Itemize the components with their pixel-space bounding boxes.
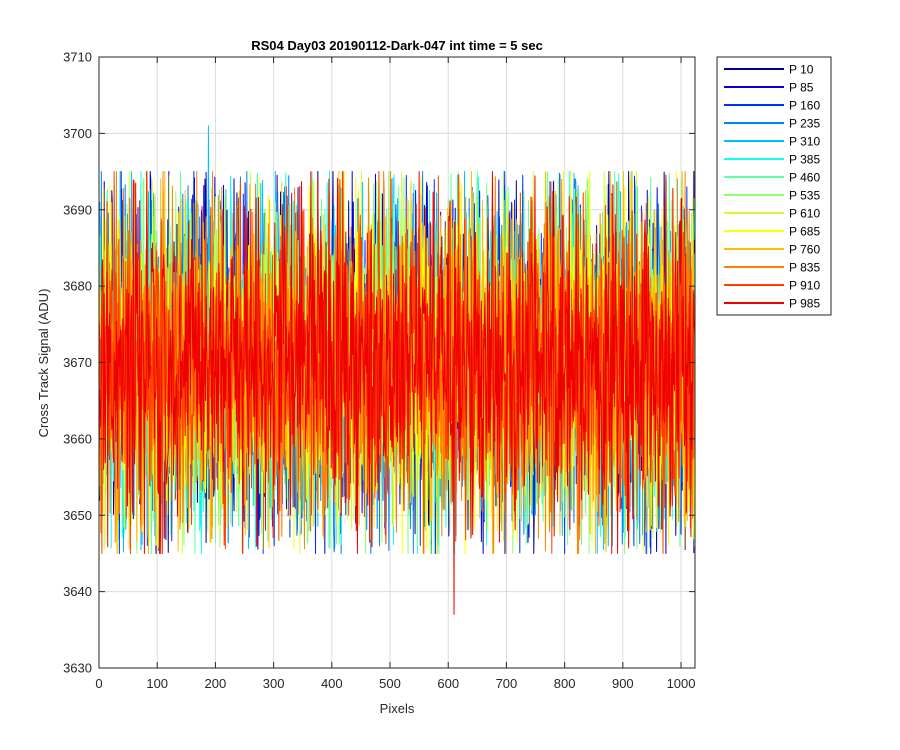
- y-tick-label: 3680: [63, 279, 92, 294]
- x-tick-label: 1000: [667, 676, 696, 691]
- x-tick-label: 300: [263, 676, 285, 691]
- y-tick-label: 3660: [63, 431, 92, 446]
- legend-label: P 685: [789, 225, 820, 239]
- x-tick-label: 800: [554, 676, 576, 691]
- legend-label: P 235: [789, 117, 820, 131]
- x-tick-label: 600: [437, 676, 459, 691]
- x-tick-label: 700: [496, 676, 518, 691]
- y-tick-label: 3630: [63, 661, 92, 676]
- x-axis-label: Pixels: [380, 701, 415, 716]
- y-tick-label: 3670: [63, 355, 92, 370]
- y-tick-label: 3650: [63, 508, 92, 523]
- legend-label: P 10: [789, 63, 814, 77]
- x-tick-label: 200: [205, 676, 227, 691]
- y-tick-label: 3710: [63, 50, 92, 65]
- legend-label: P 910: [789, 279, 820, 293]
- legend-label: P 835: [789, 261, 820, 275]
- x-tick-label: 900: [612, 676, 634, 691]
- y-axis-label: Cross Track Signal (ADU): [36, 289, 51, 438]
- x-tick-label: 500: [379, 676, 401, 691]
- x-tick-label: 0: [95, 676, 102, 691]
- legend-label: P 385: [789, 153, 820, 167]
- x-tick-label: 400: [321, 676, 343, 691]
- legend-label: P 85: [789, 81, 814, 95]
- y-tick-label: 3640: [63, 584, 92, 599]
- legend-label: P 310: [789, 135, 820, 149]
- legend-label: P 160: [789, 99, 820, 113]
- legend-label: P 760: [789, 243, 820, 257]
- series-lines: [99, 125, 695, 616]
- legend: P 10 P 85 P 160 P 235 P 310 P 385 P 460 P 535 P …: [716, 56, 832, 316]
- series-line-p-985: [99, 171, 695, 616]
- plot-area: 0 100 200 300 400 500 600 700 800 900 1000 3630 3640…: [63, 50, 696, 691]
- x-tick-label: 100: [146, 676, 168, 691]
- legend-label: P 985: [789, 297, 820, 311]
- y-tick-label: 3690: [63, 202, 92, 217]
- legend-label: P 460: [789, 171, 820, 185]
- chart-title: RS04 Day03 20190112-Dark-047 int time = …: [251, 38, 543, 53]
- legend-box: [716, 56, 832, 316]
- legend-label: P 535: [789, 189, 820, 203]
- y-tick-label: 3700: [63, 126, 92, 141]
- legend-label: P 610: [789, 207, 820, 221]
